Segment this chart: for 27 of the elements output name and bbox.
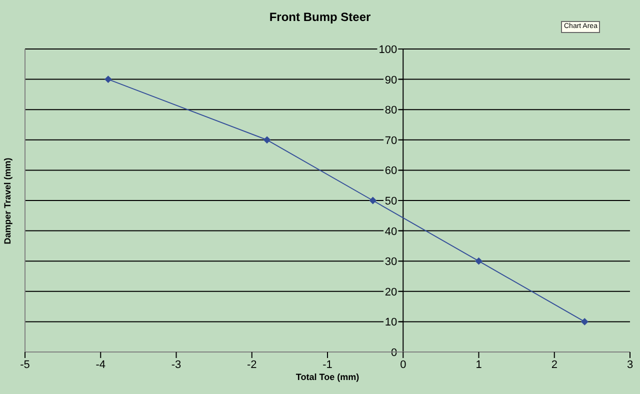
y-tick-label: 60: [384, 165, 398, 178]
y-tick-label: 30: [384, 256, 398, 268]
y-tick-label: 70: [384, 134, 398, 147]
y-tick-label: 80: [384, 104, 398, 117]
x-tick-label: 2: [551, 358, 558, 371]
y-tick-label: 100: [378, 44, 398, 56]
x-tick-label: -2: [246, 358, 257, 371]
x-tick-label: -1: [322, 358, 332, 371]
x-tick-label: 1: [476, 358, 482, 371]
y-axis-title: Damper Travel (mm): [2, 157, 12, 244]
x-tick-label: -4: [96, 358, 106, 371]
x-axis-title: Total Toe (mm): [294, 372, 360, 382]
y-tick-label: 90: [384, 74, 398, 86]
x-tick-label: 3: [626, 358, 634, 371]
y-tick-label: 20: [384, 286, 398, 298]
x-tick-label: -5: [20, 358, 30, 371]
point: [104, 76, 112, 83]
y-tick-label: 40: [384, 226, 398, 238]
chart-title: Front Bump Steer: [268, 10, 372, 24]
y-tick-label: 10: [384, 316, 398, 329]
point: [475, 258, 482, 265]
x-tick-label: 0: [400, 358, 406, 371]
x-tick-label: -3: [171, 358, 182, 371]
y-tick-label: 50: [384, 196, 398, 208]
point: [581, 318, 588, 326]
point: [264, 136, 270, 144]
point: [369, 197, 376, 204]
